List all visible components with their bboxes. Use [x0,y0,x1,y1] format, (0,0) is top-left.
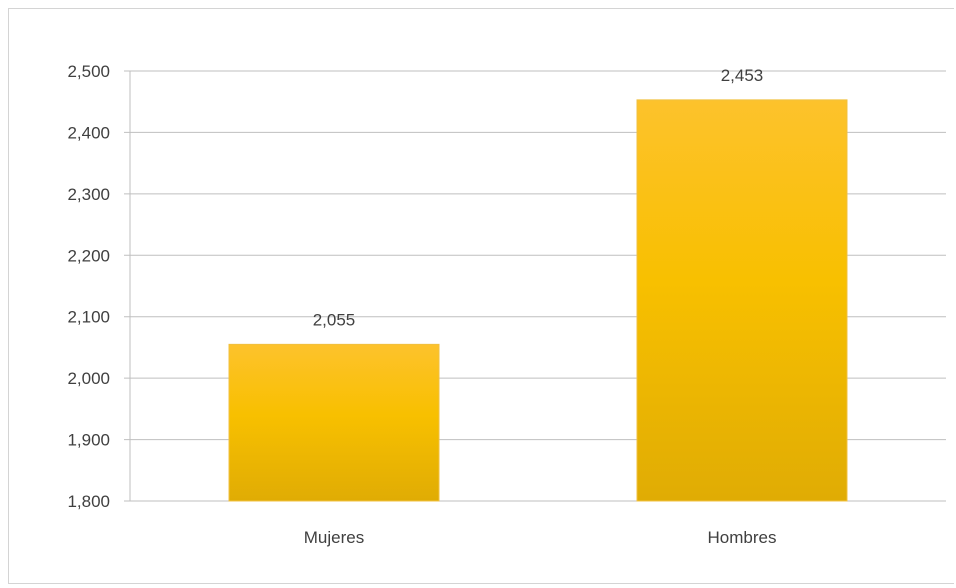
y-axis-ticks: 1,800 1,900 2,000 2,100 2,200 2,300 2,400 2,500 [67,62,110,511]
data-labels: 2,055 2,453 [313,66,764,329]
bar-hombres [636,99,848,502]
data-label: 2,055 [313,310,356,329]
bars [228,99,848,502]
x-category-label: Hombres [708,528,777,547]
y-tick-label: 2,500 [67,62,110,81]
data-label: 2,453 [721,66,764,85]
y-tick-label: 2,100 [67,308,110,327]
y-tick-label: 2,400 [67,123,110,142]
y-tick-label: 2,300 [67,185,110,204]
x-category-label: Mujeres [304,528,364,547]
y-tick-label: 1,800 [67,492,110,511]
y-tick-label: 2,200 [67,246,110,265]
y-tick-label: 2,000 [67,369,110,388]
bar-mujeres [228,343,440,502]
x-axis-categories: Mujeres Hombres [304,528,777,547]
y-tick-label: 1,900 [67,431,110,450]
